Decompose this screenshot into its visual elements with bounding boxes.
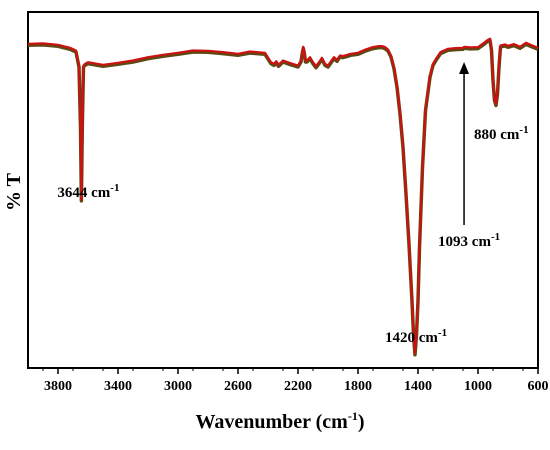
peak-label: 1093 cm-1 (438, 231, 500, 250)
x-tick-label: 3000 (164, 379, 192, 394)
x-axis: 3800 3400 3000 2600 2200 1800 1400 1000 600 (42, 368, 549, 394)
annotations: 3644 cm-1 1420 cm-1 880 cm-1 1093 cm-1 (57, 62, 529, 346)
x-tick-label: 2200 (284, 379, 312, 394)
x-tick-label: 1800 (344, 379, 372, 394)
x-tick-label: 1000 (464, 379, 492, 394)
x-tick-label: 1400 (404, 379, 432, 394)
annotation-arrow-head (459, 62, 470, 74)
spectrum-shadow (27, 38, 539, 357)
spectrum-line (27, 37, 539, 355)
peak-label: 3644 cm-1 (57, 182, 119, 201)
y-axis-title: % T (3, 172, 25, 211)
x-tick-label: 2600 (224, 379, 252, 394)
peak-label: 880 cm-1 (474, 124, 529, 143)
x-tick-label: 3400 (104, 379, 132, 394)
x-axis-title: Wavenumber (cm-1) (195, 409, 364, 433)
x-tick-label: 3800 (44, 379, 72, 394)
x-tick-label: 600 (528, 379, 549, 394)
peak-label: 1420 cm-1 (385, 327, 447, 346)
